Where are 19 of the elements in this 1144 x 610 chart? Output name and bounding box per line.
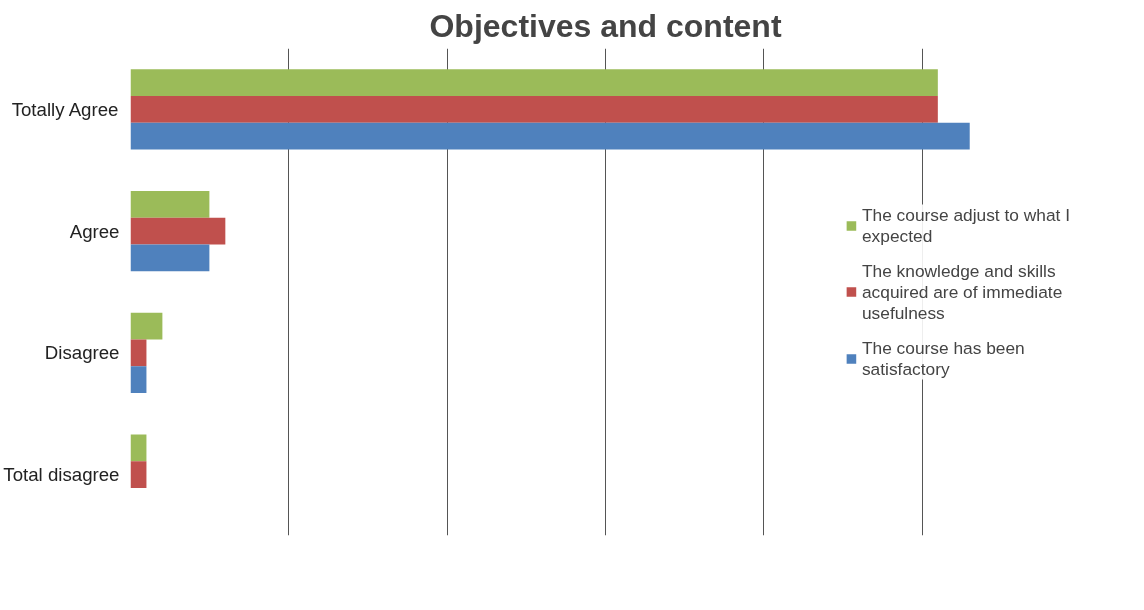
legend-label: The course adjust to what I expected xyxy=(861,204,1070,246)
bar xyxy=(130,244,210,272)
y-tick-label: Disagree xyxy=(44,342,120,364)
chart-title: Objectives and content xyxy=(429,7,782,44)
y-tick-label: Agree xyxy=(69,220,120,242)
bar xyxy=(130,217,226,245)
y-tick-label: Totally Agree xyxy=(11,98,119,120)
bar xyxy=(130,461,147,489)
y-tick-label: Total disagree xyxy=(3,464,120,486)
bar xyxy=(130,339,147,367)
bar xyxy=(130,366,147,394)
bar xyxy=(130,122,970,150)
bar xyxy=(130,95,938,123)
legend-label: The course has been satisfactory xyxy=(861,337,1025,379)
bar xyxy=(130,312,163,340)
bar xyxy=(130,434,147,462)
legend-label: The knowledge and skills acquired are of immediate usefulness xyxy=(861,260,1063,323)
bar xyxy=(130,190,210,218)
bar xyxy=(130,69,938,96)
